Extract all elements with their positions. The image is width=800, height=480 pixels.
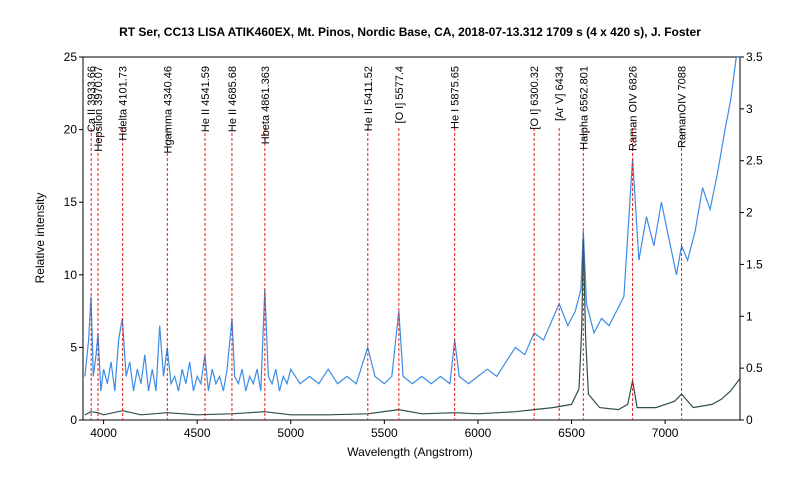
y-right-tick-label: 1.5 [746, 257, 763, 271]
line-marker-label: Hepsilon 3970.07 [93, 66, 105, 152]
line-marker-label: He II 5411.52 [363, 66, 375, 131]
line-marker-label: Hdelta 4101.73 [118, 66, 130, 141]
line-marker-label: Raman OIV 6826 [628, 66, 640, 151]
x-tick-label: 5500 [371, 426, 398, 440]
y-left-tick-label: 15 [64, 195, 78, 209]
chart-title: RT Ser, CC13 LISA ATIK460EX, Mt. Pinos, … [119, 25, 701, 39]
line-marker-label: He I 5875.65 [450, 66, 462, 129]
y-axis-label: Relative intensity [33, 193, 47, 284]
x-tick-label: 4500 [184, 426, 211, 440]
line-marker-label: [Ar V] 6434 [554, 66, 566, 121]
x-axis-label: Wavelength (Angstrom) [347, 445, 473, 459]
x-tick-label: 6500 [558, 426, 585, 440]
spectrum-series-blue [84, 57, 740, 392]
line-marker-label: Ca II 3933.66 [86, 66, 98, 132]
y-right-tick-label: 2.5 [746, 154, 763, 168]
y-left-tick-label: 5 [70, 340, 77, 354]
line-marker-label: [O I] 6300.32 [529, 66, 541, 130]
line-marker-label: RamanOIV 7088 [677, 66, 689, 148]
y-right-tick-label: 0 [746, 413, 753, 427]
line-marker-label: He II 4685.68 [227, 66, 239, 132]
y-left-tick-label: 10 [64, 268, 78, 282]
x-tick-label: 5000 [277, 426, 304, 440]
y-left-tick-label: 0 [70, 413, 77, 427]
y-right-tick-label: 0.5 [746, 361, 763, 375]
y-right-tick-label: 3.5 [746, 50, 763, 64]
y-right-tick-label: 2 [746, 206, 753, 220]
y-right-tick-label: 3 [746, 102, 753, 116]
line-marker-label: Hbeta 4861.363 [260, 66, 272, 144]
plot-frame [82, 56, 741, 421]
line-marker-label: He II 4541.59 [200, 66, 212, 132]
line-marker-label: Halpha 6562.801 [578, 66, 590, 150]
line-marker-label: Hgamma 4340.46 [162, 66, 174, 153]
line-marker-label: [O I] 5577.4 [394, 66, 406, 123]
x-tick-label: 6000 [465, 426, 492, 440]
x-tick-label: 7000 [652, 426, 679, 440]
y-right-tick-label: 1 [746, 309, 753, 323]
y-left-tick-label: 25 [64, 50, 78, 64]
y-left-tick-label: 20 [64, 123, 78, 137]
spectrum-series-dark [84, 238, 740, 416]
x-tick-label: 4000 [90, 426, 117, 440]
